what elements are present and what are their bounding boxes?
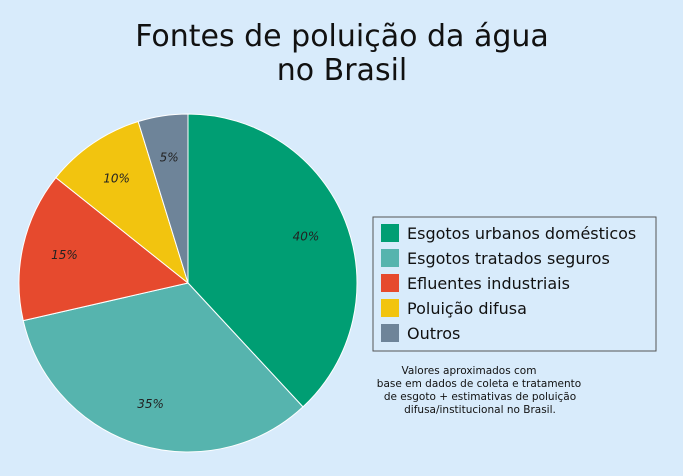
slice-label-5: 5% <box>160 151 179 165</box>
slice-label-4: 10% <box>103 171 130 185</box>
pie-slices <box>18 113 358 453</box>
legend-swatch-4 <box>381 299 399 317</box>
chart-title-line-1: Fontes de poluição da água <box>135 19 549 54</box>
legend-label-4: Poluição difusa <box>407 299 527 318</box>
slice-label-2: 35% <box>137 397 164 411</box>
legend-box <box>372 216 657 352</box>
legend-swatch-5 <box>381 324 399 342</box>
legend-swatch-3 <box>381 274 399 292</box>
legend-label-5: Outros <box>407 324 460 343</box>
legend-label-3: Efluentes industriais <box>407 274 570 293</box>
chart-title-line-2: no Brasil <box>277 53 408 88</box>
note-line-2: base em dados de coleta e tratamento <box>377 378 581 390</box>
slice-label-3: 15% <box>51 248 78 262</box>
chart-title: Fontes de poluição da água no Brasil <box>135 19 549 88</box>
legend-swatch-2 <box>381 249 399 267</box>
slice-label-1: 40% <box>293 230 320 244</box>
note-line-1: Valores aproximados com <box>402 365 537 377</box>
legend-label-1: Esgotos urbanos domésticos <box>407 224 636 243</box>
note-line-4: difusa/institucional no Brasil. <box>404 404 556 416</box>
legend: Esgotos urbanos domésticos Esgotos tratad… <box>372 216 657 352</box>
pie-slice-1 <box>187 113 358 408</box>
pie-slice-3 <box>18 176 190 322</box>
pie-slice-4 <box>55 120 189 285</box>
source-note: Valores aproximados com base em dados de… <box>377 365 581 416</box>
legend-label-2: Esgotos tratados seguros <box>407 249 610 268</box>
pie-slice-labels: 40% 35% 15% 10% 5% <box>51 151 319 411</box>
pie-slice-5 <box>137 113 189 284</box>
legend-swatch-1 <box>381 224 399 242</box>
note-line-3: de esgoto + estimativas de poluição <box>384 391 576 403</box>
pie-slice-2 <box>22 282 304 453</box>
